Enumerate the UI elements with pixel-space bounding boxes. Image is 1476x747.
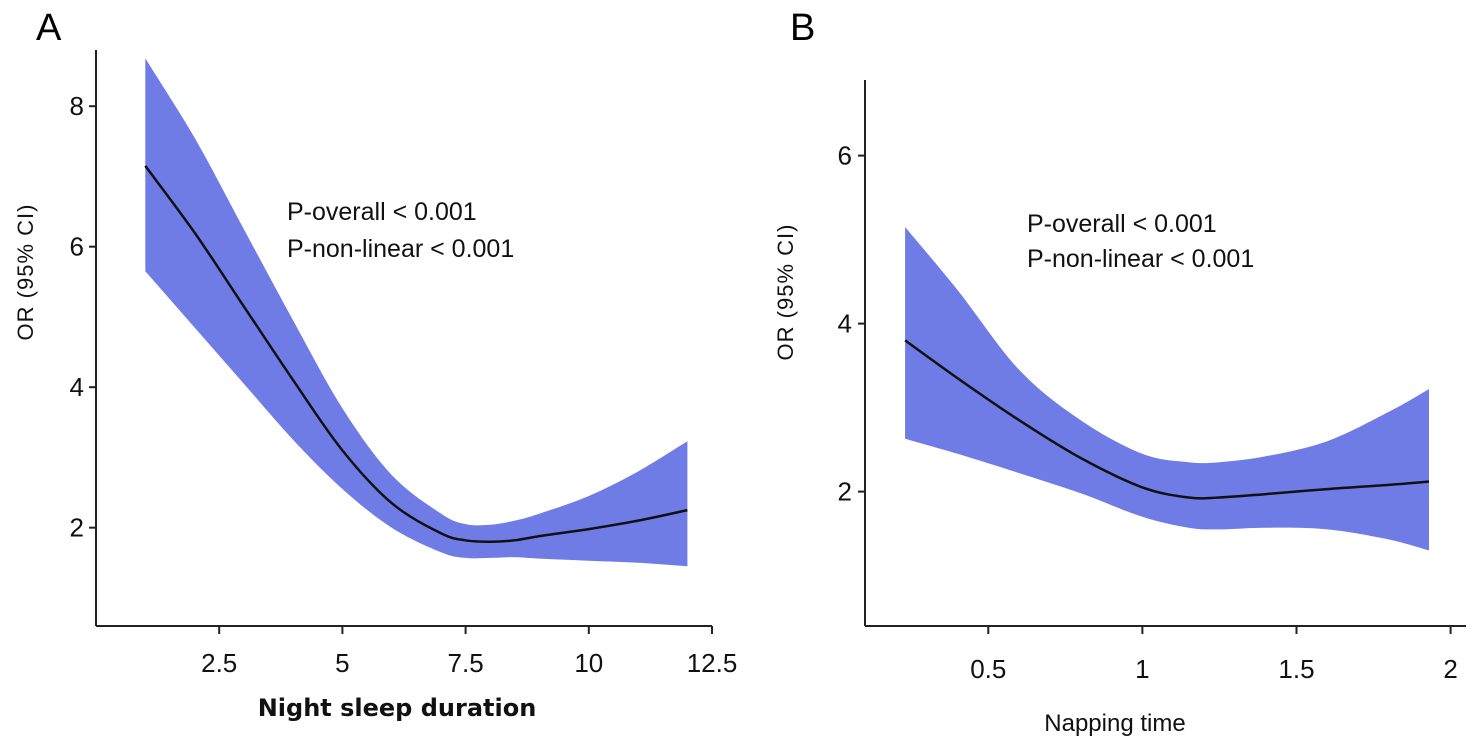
panel-a-x-ticks: 2.5 5 7.5 10 12.5 (201, 626, 737, 678)
panel-a-x-tick-label: 7.5 (448, 648, 484, 678)
panel-b-x-tick-label: 1.5 (1278, 654, 1314, 684)
panel-a-ci-band (145, 58, 688, 567)
panel-b-x-ticks: 0.5 1 1.5 2 (970, 626, 1458, 684)
panel-b-y-tick-label: 2 (838, 477, 852, 507)
panel-a-letter: A (36, 7, 62, 49)
panel-b-x-axis-label: Napping time (1044, 710, 1185, 737)
panel-a: A 2 4 6 8 2.5 5 7.5 10 12.5 OR (95% CI) Night s… (13, 7, 737, 722)
panel-a-y-tick-label: 4 (70, 372, 84, 402)
panel-a-x-axis-label: Night sleep duration (258, 694, 537, 722)
panel-a-x-tick-label: 5 (335, 648, 349, 678)
panel-b-y-tick-label: 4 (838, 309, 852, 339)
panel-a-y-tick-label: 6 (70, 232, 84, 262)
panel-b-p-nonlinear: P-non-linear < 0.001 (1027, 245, 1254, 273)
panel-b-or-line (904, 339, 1430, 500)
panel-b: B 246 0.5 1 1.5 2 OR (95% CI) Napping time … (773, 7, 1466, 737)
panel-a-y-tick-label: 8 (70, 91, 84, 121)
panel-a-x-tick-label: 12.5 (687, 648, 738, 678)
panel-a-or-line (144, 165, 688, 543)
panel-b-y-tick-label: 6 (838, 141, 852, 171)
panel-a-p-nonlinear: P-non-linear < 0.001 (287, 235, 514, 263)
panel-a-x-tick-label: 10 (574, 648, 603, 678)
panel-b-ci-band (905, 227, 1429, 551)
panel-a-y-ticks: 2 4 6 8 (70, 91, 96, 543)
panel-b-x-tick-label: 1 (1135, 654, 1149, 684)
panel-a-p-overall: P-overall < 0.001 (287, 198, 477, 226)
panel-b-p-overall: P-overall < 0.001 (1027, 210, 1217, 238)
panel-a-y-axis-label: OR (95% CI) (13, 204, 38, 341)
panel-b-y-ticks: 2 4 6 (838, 141, 865, 507)
panel-a-x-tick-label: 2.5 (201, 648, 237, 678)
panel-b-x-tick-label: 2 (1443, 654, 1457, 684)
panel-b-x-tick-label: 0.5 (970, 654, 1006, 684)
panel-a-y-tick-label: 2 (70, 513, 84, 543)
panel-b-y-axis-label: OR (95% CI) (773, 224, 798, 361)
panel-b-letter: B (790, 7, 815, 49)
